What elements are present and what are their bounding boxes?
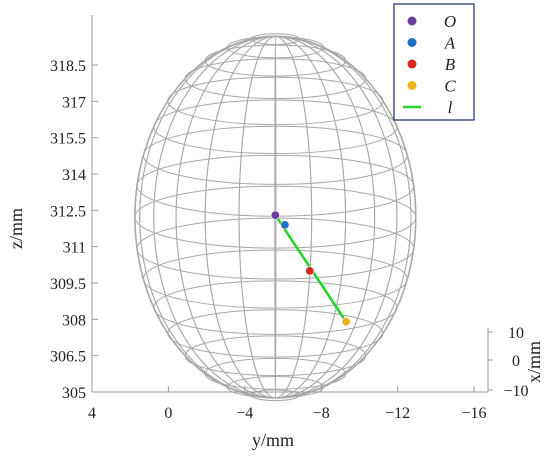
z-tick-label: 318.5: [50, 58, 86, 75]
point-o: [270, 210, 280, 220]
z-tick-label: 305: [62, 385, 86, 402]
z-tick-label: 308: [62, 312, 86, 329]
x-depth-tick-label: 0: [512, 353, 520, 370]
legend-box: [393, 3, 475, 121]
legend-label: l: [448, 98, 453, 117]
z-tick-label: 315.5: [50, 131, 86, 148]
point-c: [341, 317, 351, 327]
z-tick-label: 317: [62, 94, 86, 111]
x-depth-tick-label: −10: [503, 383, 528, 400]
y-tick-label: −8: [313, 405, 330, 422]
z-tick-label: 306.5: [50, 349, 86, 366]
z-tick-label: 309.5: [50, 276, 86, 293]
z-tick-label: 312.5: [50, 203, 86, 220]
y-tick-label: 0: [164, 405, 172, 422]
depth-axis-title: x/mm: [524, 341, 544, 383]
data-marks: [270, 210, 351, 327]
x-depth-tick-label: 10: [508, 325, 524, 342]
axes: 305 306.5 308 309.5 311 312.5 314 315.5 317 318.5…: [6, 15, 544, 450]
y-axis-title: z/mm: [6, 208, 26, 249]
x-axis-title: y/mm: [252, 430, 294, 450]
legend-marker-b: [407, 59, 417, 69]
legend-label: C: [444, 77, 456, 96]
sphere-parallel: [184, 58, 367, 100]
sphere-parallel: [167, 76, 384, 126]
z-tick-label: 314: [62, 167, 86, 184]
y-tick-label: 4: [88, 405, 96, 422]
point-a: [280, 220, 290, 230]
legend-marker-a: [407, 38, 417, 47]
sphere-parallel: [136, 217, 415, 280]
y-tick-label: −12: [385, 405, 410, 422]
sphere-parallel: [184, 335, 367, 377]
legend-marker-o: [407, 16, 417, 26]
y-tick-label: −16: [461, 405, 486, 422]
legend-marker-c: [407, 81, 417, 90]
legend-label: O: [444, 12, 456, 31]
z-tick-label: 311: [63, 240, 86, 257]
sphere-parallel: [136, 154, 415, 217]
point-b: [305, 266, 315, 276]
sphere-parallel: [167, 309, 384, 358]
legend-label: A: [444, 34, 456, 53]
legend-label: B: [445, 55, 456, 74]
y-tick-label: −4: [236, 405, 253, 422]
sphere-outline: [134, 35, 417, 399]
